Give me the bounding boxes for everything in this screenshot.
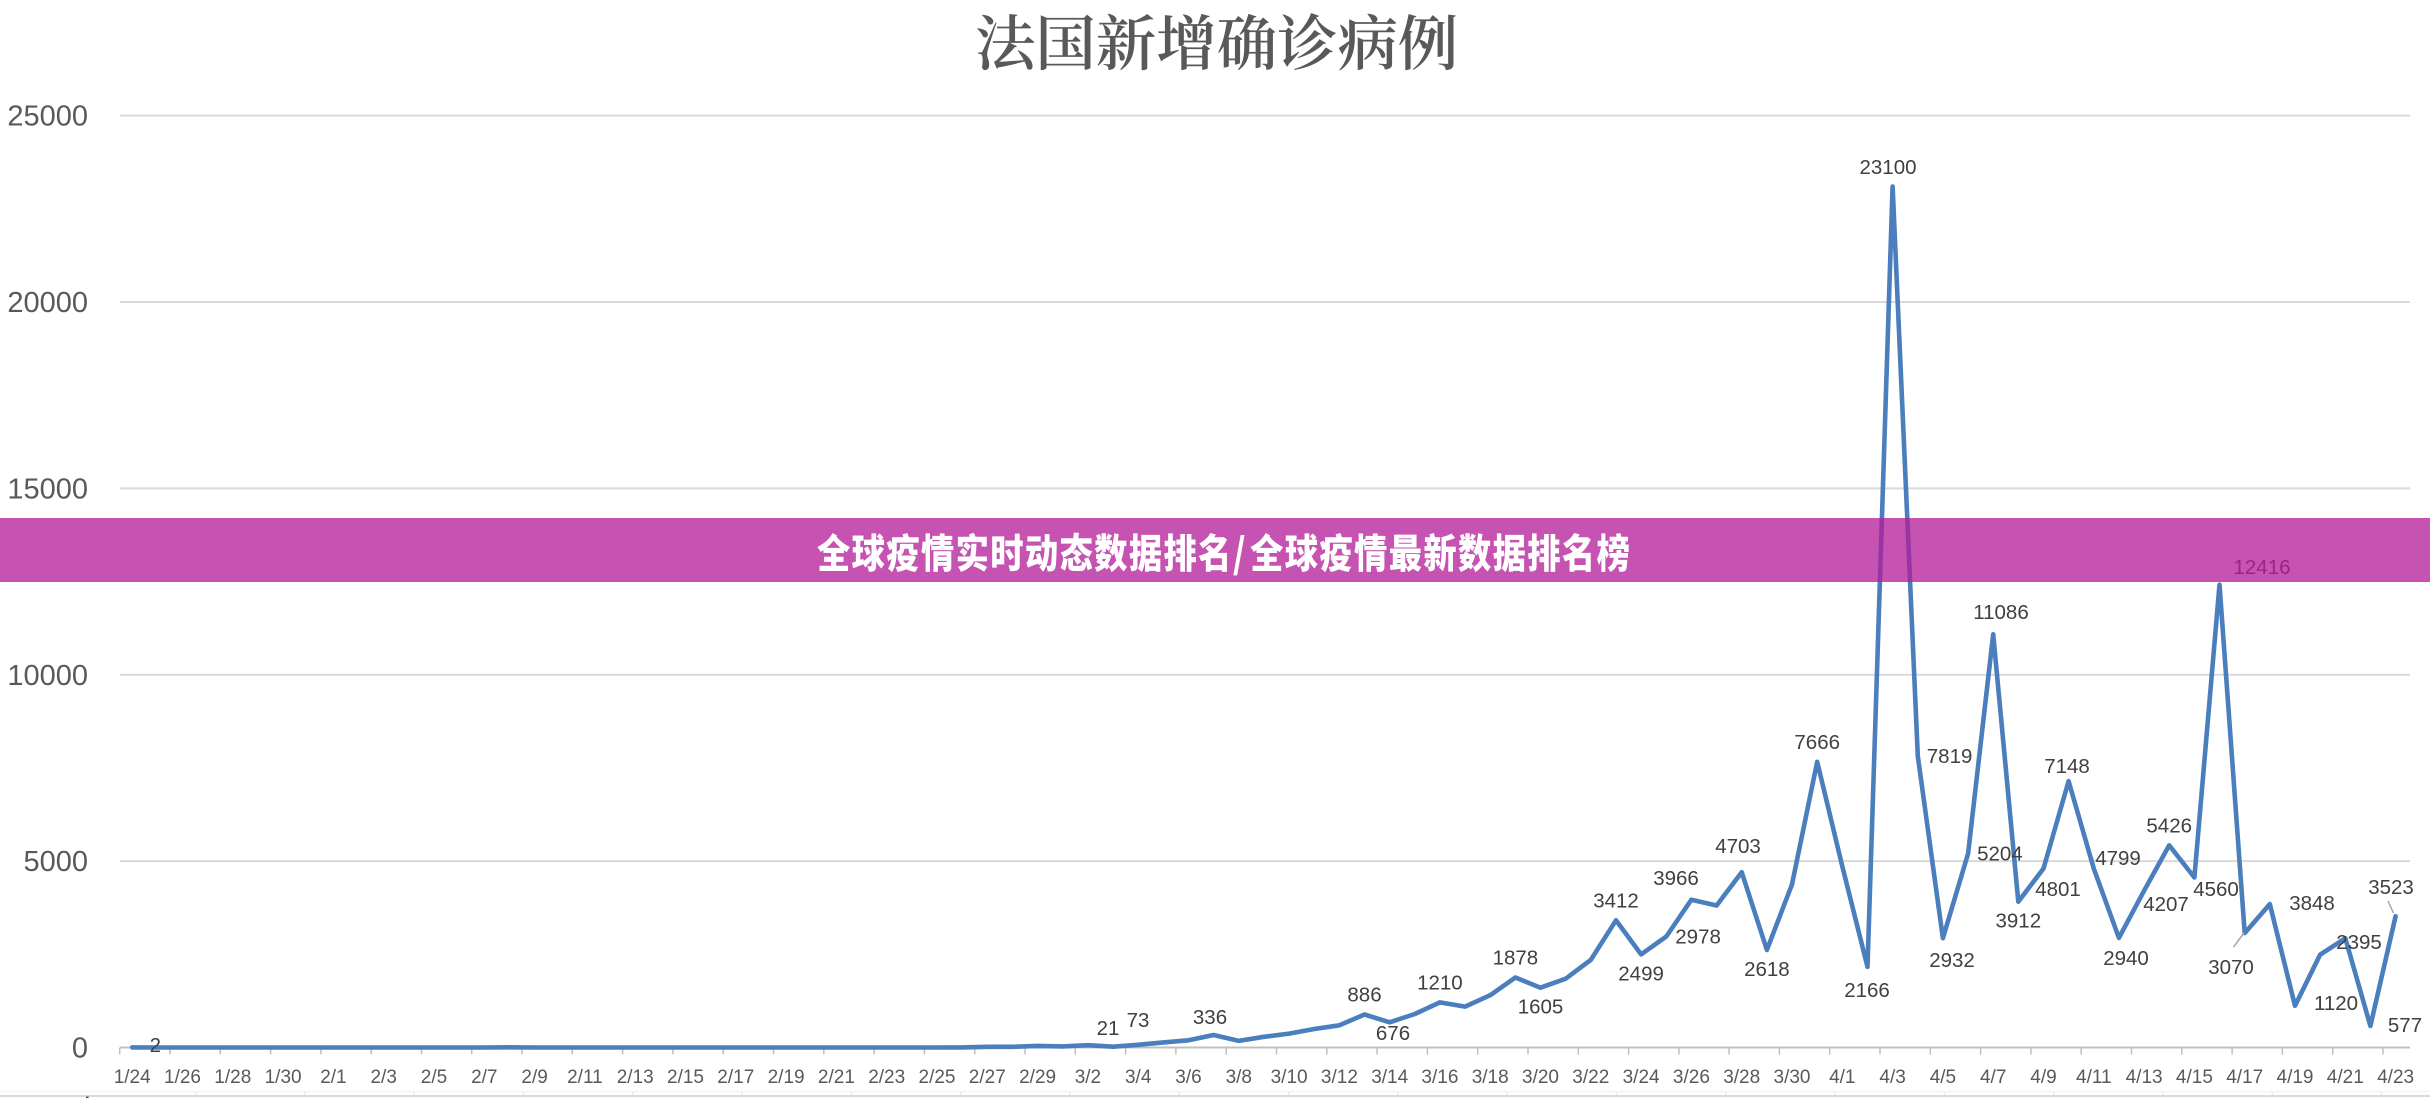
svg-text:4/9: 4/9 — [2030, 1067, 2056, 1088]
svg-text:2/7: 2/7 — [471, 1067, 497, 1088]
svg-text:3412: 3412 — [1593, 889, 1639, 912]
svg-text:3/30: 3/30 — [1774, 1067, 1811, 1088]
svg-text:3/20: 3/20 — [1522, 1067, 1559, 1088]
svg-text:1/30: 1/30 — [265, 1067, 302, 1088]
svg-text:5426: 5426 — [2146, 814, 2192, 837]
svg-text:21: 21 — [1097, 1017, 1120, 1040]
svg-text:7666: 7666 — [1794, 731, 1840, 754]
svg-text:4703: 4703 — [1715, 835, 1761, 858]
svg-text:5204: 5204 — [1977, 843, 2023, 866]
svg-text:2618: 2618 — [1744, 958, 1790, 981]
svg-text:5000: 5000 — [23, 846, 88, 878]
svg-text:2/3: 2/3 — [370, 1067, 396, 1088]
svg-text:3/8: 3/8 — [1226, 1067, 1252, 1088]
svg-text:1210: 1210 — [1417, 971, 1463, 994]
svg-text:2932: 2932 — [1929, 949, 1975, 972]
svg-text:15000: 15000 — [7, 473, 88, 505]
svg-text:1/28: 1/28 — [214, 1067, 251, 1088]
svg-text:2/29: 2/29 — [1019, 1067, 1056, 1088]
svg-text:3/14: 3/14 — [1371, 1067, 1408, 1088]
svg-text:2940: 2940 — [2103, 947, 2149, 970]
svg-text:2/11: 2/11 — [567, 1067, 603, 1088]
svg-text:4/21: 4/21 — [2327, 1067, 2364, 1088]
svg-text:2499: 2499 — [1618, 962, 1664, 985]
svg-text:1/26: 1/26 — [164, 1067, 201, 1088]
svg-text:3966: 3966 — [1653, 867, 1699, 890]
svg-text:3/12: 3/12 — [1321, 1067, 1358, 1088]
svg-text:4801: 4801 — [2035, 878, 2081, 901]
svg-text:0: 0 — [72, 1033, 88, 1065]
svg-text:4560: 4560 — [2193, 878, 2239, 901]
svg-text:2/9: 2/9 — [521, 1067, 547, 1088]
svg-text:4/7: 4/7 — [1980, 1067, 2006, 1088]
svg-text:1605: 1605 — [1518, 996, 1564, 1019]
svg-text:2/25: 2/25 — [919, 1067, 956, 1088]
svg-text:4/15: 4/15 — [2176, 1067, 2213, 1088]
svg-text:7819: 7819 — [1927, 745, 1973, 768]
svg-text:2/27: 2/27 — [969, 1067, 1006, 1088]
svg-text:886: 886 — [1347, 984, 1381, 1007]
svg-text:2/23: 2/23 — [868, 1067, 905, 1088]
svg-text:4/19: 4/19 — [2277, 1067, 2314, 1088]
svg-text:2/21: 2/21 — [818, 1067, 855, 1088]
svg-text:3/22: 3/22 — [1572, 1067, 1609, 1088]
svg-text:2978: 2978 — [1675, 926, 1721, 949]
svg-text:2166: 2166 — [1844, 979, 1890, 1002]
svg-text:3523: 3523 — [2368, 876, 2414, 899]
svg-text:2: 2 — [150, 1034, 161, 1057]
svg-text:4/17: 4/17 — [2226, 1067, 2263, 1088]
svg-text:4/1: 4/1 — [1829, 1067, 1855, 1088]
svg-text:2/19: 2/19 — [768, 1067, 805, 1088]
svg-text:4/11: 4/11 — [2076, 1067, 2112, 1088]
svg-text:20000: 20000 — [7, 287, 88, 319]
svg-text:336: 336 — [1193, 1006, 1227, 1029]
svg-text:3848: 3848 — [2289, 892, 2335, 915]
svg-text:4799: 4799 — [2095, 847, 2141, 870]
svg-text:2/17: 2/17 — [717, 1067, 754, 1088]
svg-text:2395: 2395 — [2336, 931, 2382, 954]
svg-text:1120: 1120 — [2314, 992, 2358, 1015]
svg-text:1/24: 1/24 — [114, 1067, 151, 1088]
svg-text:4/23: 4/23 — [2377, 1067, 2414, 1088]
svg-text:11086: 11086 — [1973, 601, 2028, 624]
svg-text:2/13: 2/13 — [617, 1067, 654, 1088]
svg-text:3/6: 3/6 — [1175, 1067, 1201, 1088]
svg-text:7148: 7148 — [2044, 755, 2090, 778]
svg-text:3/4: 3/4 — [1125, 1067, 1152, 1088]
svg-text:577: 577 — [2388, 1014, 2422, 1037]
svg-text:3070: 3070 — [2208, 956, 2254, 979]
svg-text:3/26: 3/26 — [1673, 1067, 1710, 1088]
svg-text:4/13: 4/13 — [2126, 1067, 2163, 1088]
svg-text:4207: 4207 — [2143, 893, 2189, 916]
svg-text:3/10: 3/10 — [1271, 1067, 1308, 1088]
svg-text:4/3: 4/3 — [1879, 1067, 1905, 1088]
svg-text:2/5: 2/5 — [421, 1067, 447, 1088]
svg-text:3/2: 3/2 — [1075, 1067, 1101, 1088]
svg-text:3/28: 3/28 — [1723, 1067, 1760, 1088]
svg-text:1878: 1878 — [1493, 947, 1539, 970]
svg-text:25000: 25000 — [7, 101, 88, 133]
svg-text:10000: 10000 — [7, 660, 88, 692]
svg-text:73: 73 — [1127, 1009, 1150, 1032]
svg-text:3/16: 3/16 — [1421, 1067, 1458, 1088]
svg-text:2/1: 2/1 — [320, 1067, 346, 1088]
svg-text:2/15: 2/15 — [667, 1067, 704, 1088]
svg-text:4/5: 4/5 — [1930, 1067, 1956, 1088]
svg-text:3/18: 3/18 — [1472, 1067, 1509, 1088]
svg-text:23100: 23100 — [1859, 156, 1916, 179]
svg-text:676: 676 — [1376, 1022, 1410, 1045]
svg-text:3912: 3912 — [1995, 910, 2041, 933]
svg-text:3/24: 3/24 — [1623, 1067, 1660, 1088]
